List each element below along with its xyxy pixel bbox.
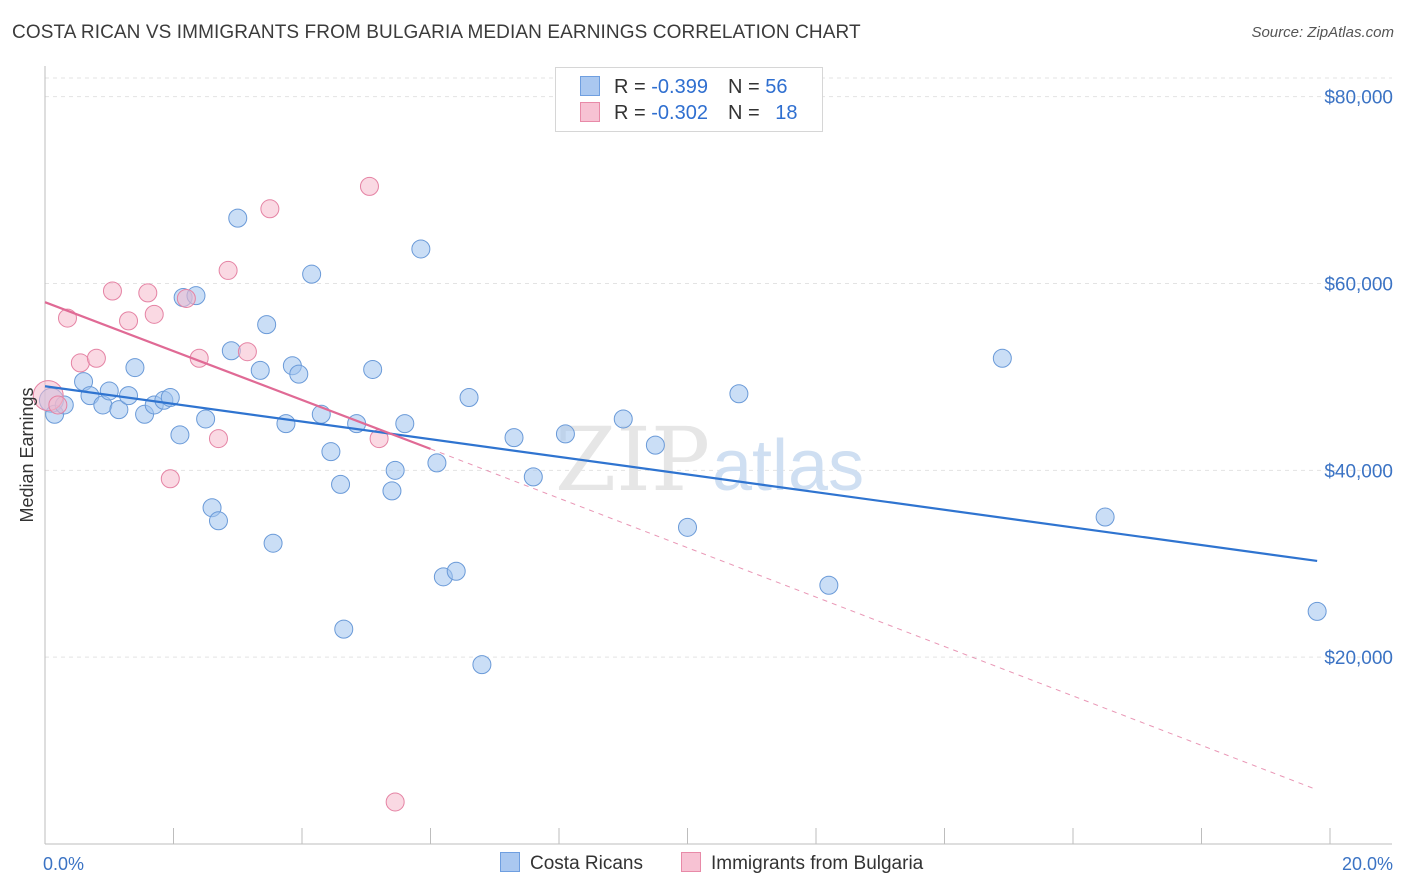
bottom-legend-bulgaria: Immigrants from Bulgaria <box>681 852 923 875</box>
legend-n-label: N = <box>727 76 766 98</box>
costa-rican-point <box>504 428 524 448</box>
costa-rican-point <box>170 425 190 445</box>
bulgaria-point <box>385 792 405 812</box>
costa-rican-point <box>208 511 228 531</box>
costa-rican-point <box>1095 507 1115 527</box>
costa-rican-point <box>334 619 354 639</box>
bulgaria-point <box>218 260 238 280</box>
legend-row-costa-ricans: R = -0.399 N = 56 <box>580 76 787 102</box>
correlation-legend: R = -0.399 N = 56 R = -0.302 N = 18 <box>555 67 823 132</box>
costa-rican-point <box>125 358 145 378</box>
costa-rican-point <box>302 264 322 284</box>
y-tick-label: $80,000 <box>1324 88 1393 109</box>
costa-rican-point <box>678 517 697 537</box>
costa-rican-point <box>257 315 277 335</box>
costa-rican-point <box>263 533 283 553</box>
tick-labels: $20,000 $40,000 $60,000 $80,000 0.0% 20.0% <box>43 88 1393 874</box>
costa-rican-point <box>119 386 139 406</box>
bulgaria-point <box>359 176 379 196</box>
costa-rican-point <box>250 360 270 380</box>
legend-n-label: N = <box>727 102 766 124</box>
x-tick-label: 0.0% <box>43 854 84 874</box>
y-tick-label: $60,000 <box>1324 275 1393 296</box>
source-label: Source: ZipAtlas.com <box>1251 24 1394 41</box>
bulgaria-point <box>144 304 164 324</box>
costa-rican-point <box>221 341 241 361</box>
trend-lines <box>44 301 1318 791</box>
costa-rican-point <box>228 208 248 228</box>
costa-rican-point <box>382 481 402 501</box>
costa-rican-point <box>459 387 479 407</box>
costa-rican-point <box>321 442 341 462</box>
watermark-atlas: atlas <box>712 426 864 506</box>
costa-rican-point <box>331 474 351 494</box>
bottom-legend-label: Costa Ricans <box>530 853 643 874</box>
costa-rican-point <box>276 414 296 434</box>
costa-rican-point <box>992 348 1012 368</box>
costa-rican-point <box>472 655 492 675</box>
legend-r-label: R = <box>614 76 652 98</box>
data-points <box>32 176 1327 812</box>
y-tick-label: $40,000 <box>1324 461 1393 482</box>
bottom-legend-swatch-costa-ricans <box>500 852 520 872</box>
costa-rican-point <box>645 435 665 455</box>
legend-swatch-costa-ricans <box>580 76 600 96</box>
bottom-legend-label: Immigrants from Bulgaria <box>711 853 924 874</box>
bulgaria-point <box>102 281 122 301</box>
bulgaria-point <box>138 283 158 303</box>
legend-n-value: 18 <box>775 102 798 124</box>
costa-rican-point <box>411 239 431 259</box>
costa-rican-point <box>289 364 309 384</box>
bulgaria-trend-line <box>44 301 431 450</box>
costa-rican-point <box>395 414 415 434</box>
costa-rican-trend-line <box>44 385 1318 563</box>
costa-rican-point <box>523 467 543 487</box>
legend-n-value: 56 <box>765 76 788 98</box>
legend-r-label: R = <box>614 102 652 124</box>
y-axis-title: Median Earnings <box>17 387 37 522</box>
costa-rican-point <box>109 400 129 420</box>
bulgaria-point <box>208 429 228 449</box>
bulgaria-point <box>48 395 68 415</box>
gridlines <box>45 77 1392 658</box>
legend-swatch-bulgaria <box>580 102 600 122</box>
bulgaria-point <box>260 199 280 219</box>
bulgaria-point <box>119 311 139 331</box>
x-tick-label: 20.0% <box>1342 854 1393 874</box>
chart-title: COSTA RICAN VS IMMIGRANTS FROM BULGARIA … <box>12 22 861 43</box>
bulgaria-point <box>176 288 196 308</box>
bottom-legend-swatch-bulgaria <box>681 852 701 872</box>
bottom-legend-costa-ricans: Costa Ricans <box>500 852 643 875</box>
bulgaria-trend-extension <box>430 448 1318 791</box>
legend-r-value: -0.302 <box>651 102 708 124</box>
costa-rican-point <box>613 409 633 429</box>
legend-r-value: -0.399 <box>651 76 708 98</box>
costa-rican-point <box>819 575 839 595</box>
costa-rican-point <box>196 409 216 429</box>
bulgaria-point <box>70 353 90 373</box>
costa-rican-point <box>1307 601 1327 621</box>
legend-row-bulgaria: R = -0.302 N = 18 <box>580 102 797 128</box>
costa-rican-point <box>729 384 749 404</box>
bulgaria-point <box>237 342 257 362</box>
axes <box>44 66 1392 845</box>
costa-rican-point <box>385 460 405 480</box>
costa-rican-point <box>427 453 447 473</box>
costa-rican-point <box>555 424 575 444</box>
costa-rican-point <box>363 359 383 379</box>
y-tick-label: $20,000 <box>1324 648 1393 669</box>
costa-rican-point <box>99 381 119 401</box>
costa-rican-point <box>446 561 466 581</box>
bulgaria-point <box>160 469 180 489</box>
bulgaria-point <box>86 348 106 368</box>
